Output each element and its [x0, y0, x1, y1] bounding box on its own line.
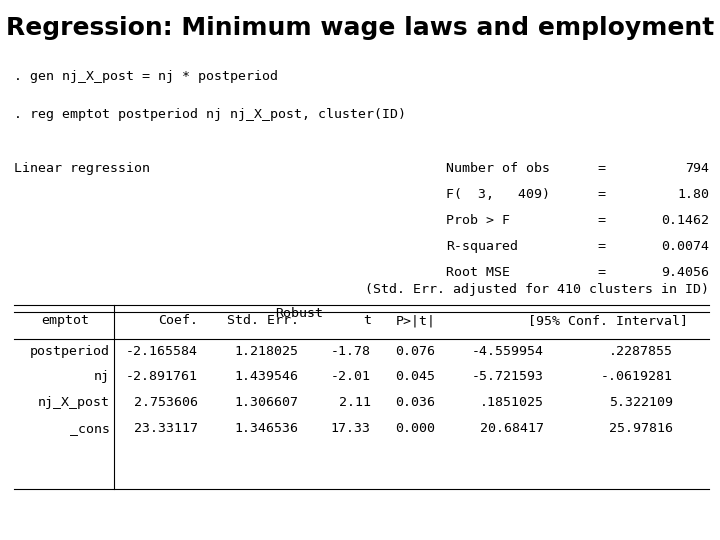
Text: -.0619281: -.0619281 — [601, 370, 673, 383]
Text: Root MSE: Root MSE — [446, 266, 510, 279]
Text: [95% Conf. Interval]: [95% Conf. Interval] — [528, 314, 688, 327]
Text: =: = — [597, 240, 606, 253]
Text: =: = — [597, 266, 606, 279]
Text: 5.322109: 5.322109 — [609, 396, 673, 409]
Text: Number of obs: Number of obs — [446, 162, 550, 175]
Text: 1.218025: 1.218025 — [235, 345, 299, 357]
Text: R-squared: R-squared — [446, 240, 518, 253]
Text: -2.891761: -2.891761 — [126, 370, 198, 383]
Text: -4.559954: -4.559954 — [472, 345, 544, 357]
Text: 25.97816: 25.97816 — [609, 422, 673, 435]
Text: 0.036: 0.036 — [395, 396, 436, 409]
Text: Robust: Robust — [275, 307, 323, 320]
Text: Coef.: Coef. — [158, 314, 198, 327]
Text: 23.33117: 23.33117 — [134, 422, 198, 435]
Text: 794: 794 — [685, 162, 709, 175]
Text: -2.165584: -2.165584 — [126, 345, 198, 357]
Text: P>|t|: P>|t| — [395, 314, 436, 327]
Text: F(  3,   409): F( 3, 409) — [446, 188, 550, 201]
Text: 1.80: 1.80 — [678, 188, 709, 201]
Text: Std. Err.: Std. Err. — [227, 314, 299, 327]
Text: (Std. Err. adjusted for 410 clusters in ID): (Std. Err. adjusted for 410 clusters in … — [365, 284, 709, 296]
Text: -5.721593: -5.721593 — [472, 370, 544, 383]
Text: =: = — [597, 188, 606, 201]
Text: t: t — [363, 314, 371, 327]
Text: Prob > F: Prob > F — [446, 214, 510, 227]
Text: 9.4056: 9.4056 — [661, 266, 709, 279]
Text: Linear regression: Linear regression — [14, 162, 150, 175]
Text: 1.439546: 1.439546 — [235, 370, 299, 383]
Text: 1.346536: 1.346536 — [235, 422, 299, 435]
Text: _cons: _cons — [70, 422, 110, 435]
Text: nj: nj — [94, 370, 110, 383]
Text: 2.11: 2.11 — [339, 396, 371, 409]
Text: =: = — [597, 162, 606, 175]
Text: 2.753606: 2.753606 — [134, 396, 198, 409]
Text: 0.0074: 0.0074 — [661, 240, 709, 253]
Text: -1.78: -1.78 — [330, 345, 371, 357]
Text: . reg emptot postperiod nj nj_X_post, cluster(ID): . reg emptot postperiod nj nj_X_post, cl… — [14, 108, 406, 121]
Text: 0.1462: 0.1462 — [661, 214, 709, 227]
Text: 0.000: 0.000 — [395, 422, 436, 435]
Text: emptot: emptot — [41, 314, 89, 327]
Text: -2.01: -2.01 — [330, 370, 371, 383]
Text: Regression: Minimum wage laws and employment: Regression: Minimum wage laws and employ… — [6, 16, 714, 40]
Text: postperiod: postperiod — [30, 345, 110, 357]
Text: 20.68417: 20.68417 — [480, 422, 544, 435]
Text: =: = — [597, 214, 606, 227]
Text: 0.076: 0.076 — [395, 345, 436, 357]
Text: 17.33: 17.33 — [330, 422, 371, 435]
Text: .2287855: .2287855 — [609, 345, 673, 357]
Text: 0.045: 0.045 — [395, 370, 436, 383]
Text: 1.306607: 1.306607 — [235, 396, 299, 409]
Text: .1851025: .1851025 — [480, 396, 544, 409]
Text: nj_X_post: nj_X_post — [38, 396, 110, 409]
Text: . gen nj_X_post = nj * postperiod: . gen nj_X_post = nj * postperiod — [14, 70, 279, 83]
